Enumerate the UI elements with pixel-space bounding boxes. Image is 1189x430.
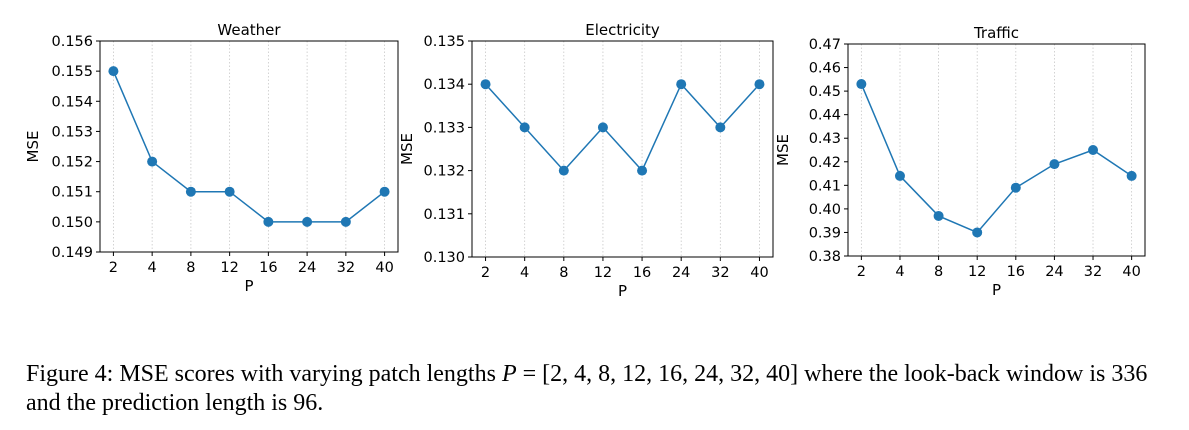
x-tick-label: 12 (220, 260, 238, 276)
data-point (558, 165, 569, 176)
x-axis-label: P (618, 282, 627, 300)
chart-panel-weather: 0.149 0.150 0.151 0.152 0.153 0.154 0.155 0.156… (24, 21, 399, 295)
data-point (480, 79, 491, 90)
y-tick-label: 0.46 (809, 61, 841, 77)
axes-frame (99, 40, 399, 253)
y-tick-label: 0.38 (809, 249, 841, 265)
x-tick-label: 40 (1122, 264, 1140, 280)
data-point (519, 122, 530, 133)
x-tick-label: 12 (968, 264, 986, 280)
chart-title: Traffic (973, 24, 1019, 42)
x-tick-label: 4 (520, 265, 529, 281)
x-tick-label: 2 (481, 265, 490, 281)
y-tick-label: 0.155 (51, 64, 93, 80)
data-point (933, 210, 944, 221)
y-tick-label: 0.39 (809, 225, 841, 241)
y-tick-label: 0.156 (51, 34, 93, 50)
data-point (263, 216, 274, 227)
y-tick-label: 0.40 (809, 202, 841, 218)
y-tick-label: 0.134 (423, 77, 465, 93)
axes-frame (847, 43, 1146, 257)
data-point (1088, 145, 1099, 155)
data-point (676, 79, 687, 90)
x-tick-label: 4 (895, 264, 904, 280)
x-tick-label: 2 (109, 260, 118, 276)
x-tick-label: 16 (1007, 264, 1025, 280)
y-tick-label: 0.45 (809, 84, 841, 100)
figure-caption: Figure 4: MSE scores with varying patch … (26, 360, 1166, 418)
y-tick-label: 0.42 (809, 155, 841, 171)
y-tick-label: 0.43 (809, 131, 841, 147)
data-point (185, 186, 196, 197)
x-tick-label: 16 (633, 265, 651, 281)
series-line (112, 70, 386, 223)
x-tick-label: 40 (750, 265, 768, 281)
x-tick-label: 24 (1045, 264, 1063, 280)
series-line (484, 82, 761, 172)
data-point (1010, 182, 1021, 193)
data-point (894, 170, 905, 181)
data-point (856, 79, 867, 90)
x-tick-label: 32 (337, 260, 355, 276)
series-line (860, 83, 1133, 234)
y-axis-label: MSE (24, 131, 42, 163)
data-point (340, 216, 351, 227)
y-tick-label: 0.153 (51, 124, 93, 140)
x-tick-label: 40 (375, 260, 393, 276)
x-axis-label: P (992, 281, 1001, 299)
data-point (108, 66, 119, 77)
y-axis-label: MSE (774, 134, 792, 166)
y-tick-label: 0.152 (51, 155, 93, 171)
y-tick-label: 0.47 (809, 37, 841, 53)
axes-frame (471, 40, 774, 258)
data-point (597, 122, 608, 133)
x-tick-label: 8 (559, 265, 568, 281)
y-tick-label: 0.41 (809, 178, 841, 194)
y-axis-label: MSE (398, 133, 416, 165)
caption-equation: = [2, 4, 8, 12, 16, 24, 32, 40] (516, 361, 805, 387)
chart-title: Electricity (585, 21, 660, 39)
chart-panel-traffic: 0.38 0.39 0.40 0.41 0.42 0.43 0.44 0.45 0.46 0.47… (774, 24, 1146, 299)
data-point (379, 186, 390, 197)
y-tick-label: 0.133 (423, 120, 465, 136)
y-tick-label: 0.131 (423, 207, 465, 223)
data-point (972, 227, 983, 238)
x-tick-label: 8 (934, 264, 943, 280)
data-point (715, 122, 726, 133)
x-tick-label: 8 (186, 260, 195, 276)
y-tick-label: 0.135 (423, 34, 465, 50)
x-tick-label: 12 (594, 265, 612, 281)
y-tick-label: 0.132 (423, 164, 465, 180)
caption-variable: P (501, 361, 517, 387)
y-tick-label: 0.151 (51, 185, 93, 201)
x-tick-label: 32 (711, 265, 729, 281)
data-point (754, 79, 765, 90)
x-tick-label: 24 (298, 260, 316, 276)
figure-charts: 0.149 0.150 0.151 0.152 0.153 0.154 0.155 0.156… (24, 21, 1146, 300)
caption-prefix: Figure 4: MSE scores with varying patch … (26, 361, 502, 387)
x-tick-label: 4 (148, 260, 157, 276)
y-tick-label: 0.154 (51, 94, 93, 110)
y-tick-label: 0.44 (809, 108, 841, 124)
y-tick-label: 0.149 (51, 245, 93, 261)
x-tick-label: 32 (1084, 264, 1102, 280)
chart-title: Weather (217, 21, 281, 39)
x-tick-label: 16 (259, 260, 277, 276)
data-point (1126, 170, 1137, 181)
data-point (1049, 159, 1060, 170)
data-point (637, 165, 648, 176)
x-axis-label: P (244, 277, 253, 295)
caption-suffix: where the look-back window is 336 and th… (26, 361, 1148, 416)
x-tick-label: 2 (857, 264, 866, 280)
data-point (147, 156, 158, 167)
x-tick-label: 24 (672, 265, 690, 281)
data-point (224, 186, 235, 197)
y-tick-label: 0.150 (51, 215, 93, 231)
data-point (302, 216, 313, 227)
y-tick-label: 0.130 (423, 250, 465, 266)
